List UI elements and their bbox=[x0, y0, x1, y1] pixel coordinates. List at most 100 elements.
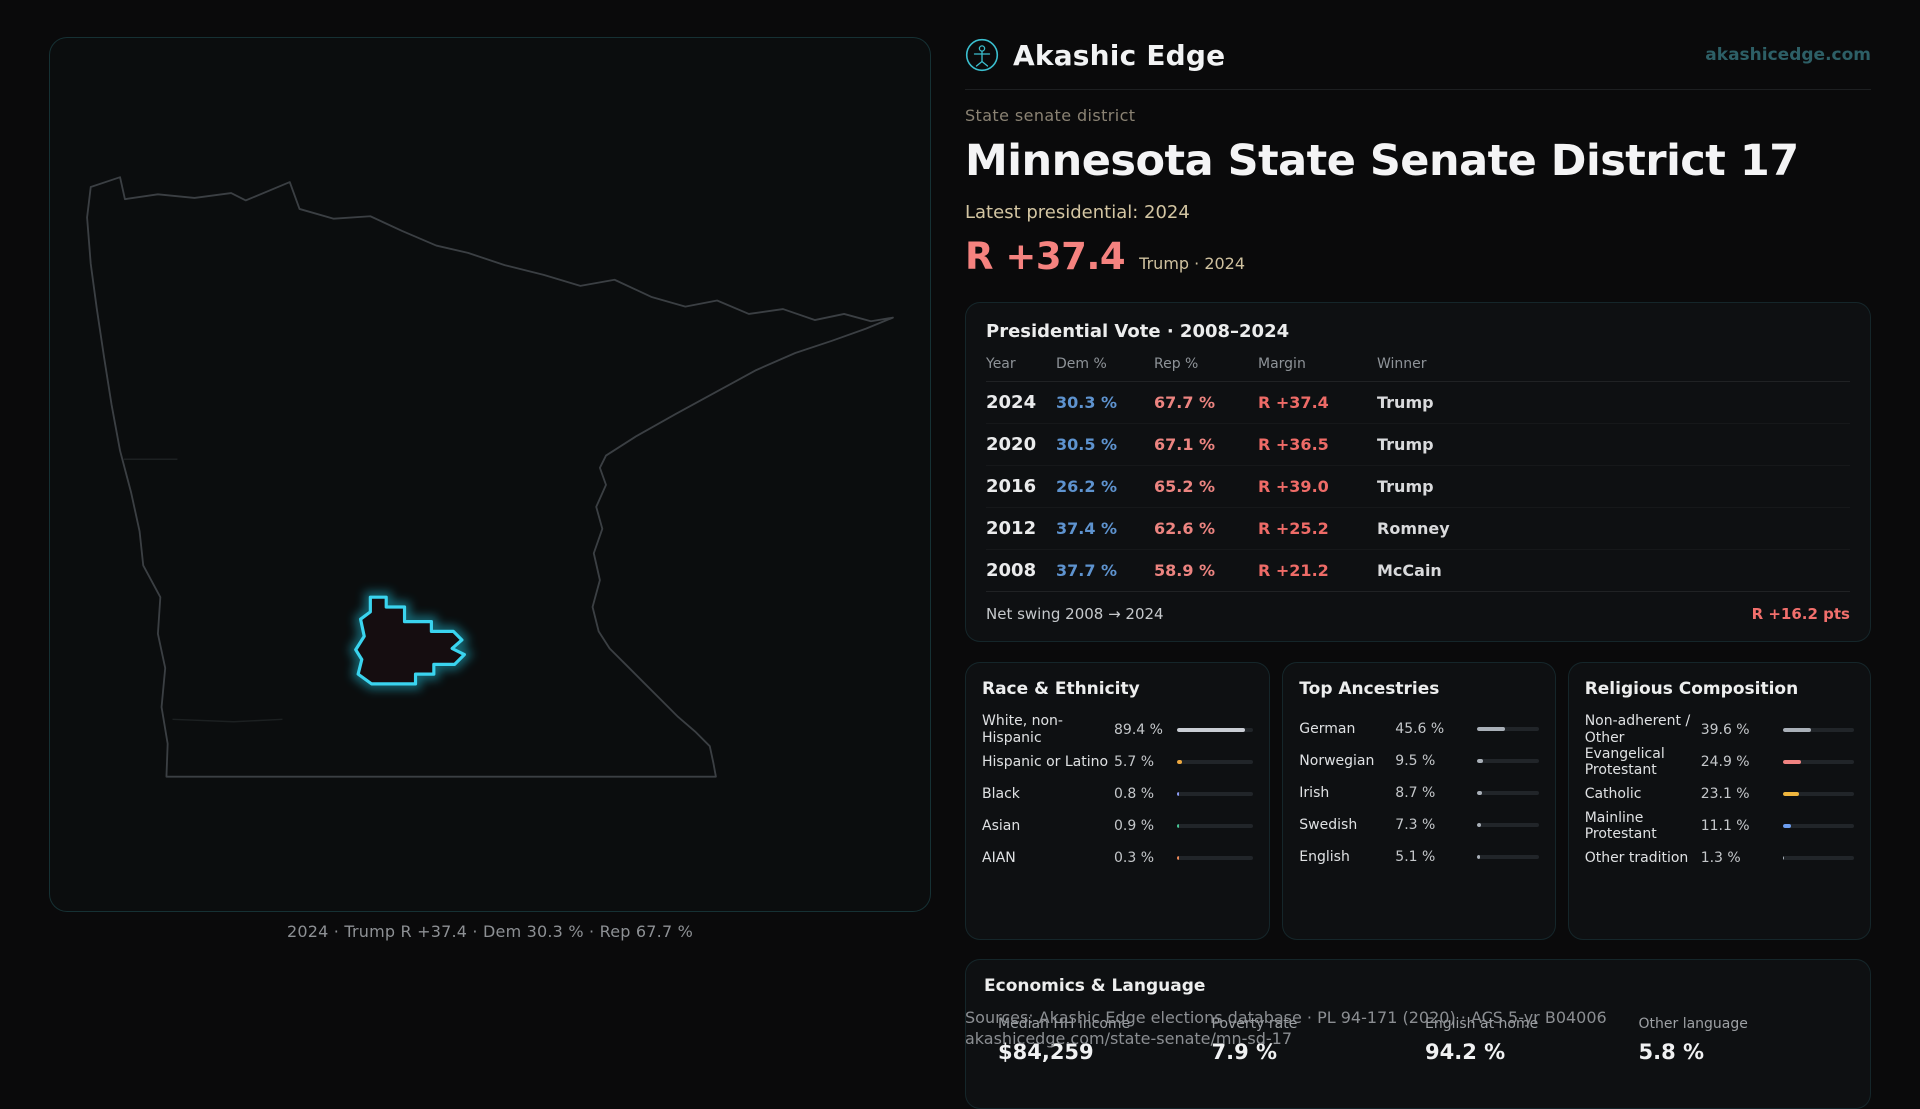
stat-block: English at home 94.2 % bbox=[1425, 1016, 1639, 1064]
list-item: Catholic 23.1 % bbox=[1585, 778, 1854, 810]
list-item: Hispanic or Latino 5.7 % bbox=[982, 746, 1254, 778]
card-title: Religious Composition bbox=[1584, 679, 1799, 700]
cell-winner: Trump bbox=[1377, 477, 1434, 497]
table-row: 2024 30.3 % 67.7 % R +37.4 Trump bbox=[986, 382, 1850, 424]
map-inner-lines bbox=[123, 458, 283, 723]
stat-value: 7.9 % bbox=[1211, 1040, 1278, 1065]
item-bar bbox=[1783, 823, 1854, 828]
brand-name: Akashic Edge bbox=[1013, 38, 1226, 72]
header: Akashic Edge akashicedge.com bbox=[965, 38, 1871, 72]
cell-margin: R +37.4 bbox=[1258, 393, 1329, 413]
item-value: 0.3 % bbox=[1114, 849, 1155, 866]
cell-margin: R +36.5 bbox=[1258, 435, 1329, 455]
cell-rep: 62.6 % bbox=[1154, 519, 1216, 539]
margin-summary: R +37.4 Trump · 2024 bbox=[965, 235, 1871, 278]
item-value: 1.3 % bbox=[1700, 850, 1741, 866]
cell-rep: 58.9 % bbox=[1154, 561, 1216, 581]
table-row: 2020 30.5 % 67.1 % R +36.5 Trump bbox=[986, 424, 1850, 466]
brand-domain-link[interactable]: akashicedge.com bbox=[1705, 45, 1871, 65]
list-item: Swedish 7.3 % bbox=[1299, 809, 1539, 841]
stat-label: Other language bbox=[1638, 1016, 1748, 1033]
table-row: 2012 37.4 % 62.6 % R +25.2 Romney bbox=[986, 508, 1850, 550]
item-bar bbox=[1476, 823, 1539, 828]
item-value: 9.5 % bbox=[1395, 753, 1436, 770]
religious-composition-card: Religious Composition Non-adherent / Oth… bbox=[1567, 662, 1871, 941]
col-margin: Margin bbox=[1258, 356, 1306, 373]
table-header: Year Dem % Rep % Margin Winner bbox=[986, 356, 1850, 383]
list-item: Evangelical Protestant 24.9 % bbox=[1585, 746, 1854, 778]
cell-margin: R +25.2 bbox=[1258, 519, 1329, 539]
item-value: 0.9 % bbox=[1114, 817, 1155, 834]
stat-value: 94.2 % bbox=[1425, 1040, 1506, 1065]
item-value: 5.7 % bbox=[1114, 753, 1155, 770]
header-divider bbox=[965, 89, 1871, 90]
item-label: AIAN bbox=[982, 849, 1016, 866]
item-label: German bbox=[1299, 721, 1356, 738]
list-item: German 45.6 % bbox=[1299, 713, 1539, 745]
col-rep: Rep % bbox=[1154, 356, 1199, 373]
cell-margin: R +21.2 bbox=[1258, 561, 1329, 581]
presidential-vote-card: Presidential Vote · 2008–2024 Year Dem %… bbox=[965, 302, 1871, 643]
cell-winner: Romney bbox=[1377, 519, 1450, 539]
app-root: 2024 · Trump R +37.4 · Dem 30.3 % · Rep … bbox=[49, 37, 1871, 1109]
item-bar bbox=[1476, 791, 1539, 796]
margin-headline: R +37.4 bbox=[965, 235, 1126, 279]
page-title: Minnesota State Senate District 17 bbox=[965, 136, 1799, 186]
item-label: Non-adherent / Other bbox=[1584, 713, 1691, 746]
list-item: Irish 8.7 % bbox=[1299, 777, 1539, 809]
list-item: Mainline Protestant 11.1 % bbox=[1585, 810, 1854, 842]
stat-label: Poverty rate bbox=[1211, 1016, 1298, 1033]
item-value: 0.8 % bbox=[1114, 785, 1155, 802]
card-title: Top Ancestries bbox=[1299, 679, 1440, 700]
state-outline bbox=[86, 176, 894, 778]
item-value: 11.1 % bbox=[1700, 817, 1750, 834]
stat-label: English at home bbox=[1425, 1016, 1539, 1033]
item-bar bbox=[1783, 727, 1854, 732]
item-value: 7.3 % bbox=[1395, 817, 1436, 834]
stat-value: 5.8 % bbox=[1638, 1040, 1705, 1065]
item-bar bbox=[1783, 791, 1854, 796]
list-item: Black 0.8 % bbox=[982, 778, 1254, 810]
cell-winner: Trump bbox=[1377, 435, 1434, 455]
item-bar bbox=[1177, 855, 1254, 860]
cell-rep: 65.2 % bbox=[1154, 477, 1216, 497]
item-value: 23.1 % bbox=[1700, 785, 1750, 802]
list-item: Other tradition 1.3 % bbox=[1585, 842, 1854, 874]
cell-dem: 30.5 % bbox=[1056, 435, 1118, 455]
item-label: English bbox=[1299, 849, 1350, 866]
net-swing-label: Net swing 2008 → 2024 bbox=[986, 605, 1164, 624]
map-panel bbox=[49, 37, 931, 912]
permalink[interactable]: akashicedge.com/state-senate/mn-sd-17 bbox=[965, 1029, 1293, 1048]
cell-dem: 37.7 % bbox=[1056, 561, 1118, 581]
item-label: Swedish bbox=[1299, 817, 1358, 834]
cell-rep: 67.1 % bbox=[1154, 435, 1216, 455]
item-value: 89.4 % bbox=[1114, 721, 1163, 738]
cell-dem: 26.2 % bbox=[1056, 477, 1118, 497]
item-bar bbox=[1177, 823, 1254, 828]
item-value: 5.1 % bbox=[1395, 849, 1436, 866]
item-value: 39.6 % bbox=[1700, 721, 1750, 738]
detail-column: Akashic Edge akashicedge.com State senat… bbox=[965, 0, 1871, 1109]
district-shape[interactable] bbox=[349, 591, 474, 690]
item-label: Irish bbox=[1299, 785, 1330, 802]
cell-year: 2020 bbox=[986, 434, 1037, 456]
list-item: Norwegian 9.5 % bbox=[1299, 745, 1539, 777]
race-ethnicity-card: Race & Ethnicity White, non-Hispanic 89.… bbox=[965, 662, 1271, 941]
table-row: 2016 26.2 % 65.2 % R +39.0 Trump bbox=[986, 466, 1850, 508]
col-dem: Dem % bbox=[1056, 356, 1107, 373]
cell-dem: 37.4 % bbox=[1056, 519, 1118, 539]
cell-year: 2012 bbox=[986, 518, 1037, 540]
brand-logo-icon bbox=[965, 38, 999, 72]
item-label: Evangelical Protestant bbox=[1584, 745, 1665, 778]
table-row: 2008 37.7 % 58.9 % R +21.2 McCain bbox=[986, 550, 1850, 591]
latest-presidential-label: Latest presidential: 2024 bbox=[965, 202, 1190, 224]
list-item: Asian 0.9 % bbox=[982, 810, 1254, 842]
cell-year: 2024 bbox=[986, 392, 1037, 414]
net-swing-row: Net swing 2008 → 2024 R +16.2 pts bbox=[986, 591, 1850, 627]
item-bar bbox=[1177, 791, 1254, 796]
item-value: 8.7 % bbox=[1395, 785, 1436, 802]
item-label: Black bbox=[982, 785, 1020, 802]
cell-dem: 30.3 % bbox=[1056, 393, 1118, 413]
cell-winner: Trump bbox=[1377, 393, 1434, 413]
stat-block: Other language 5.8 % bbox=[1639, 1016, 1853, 1064]
